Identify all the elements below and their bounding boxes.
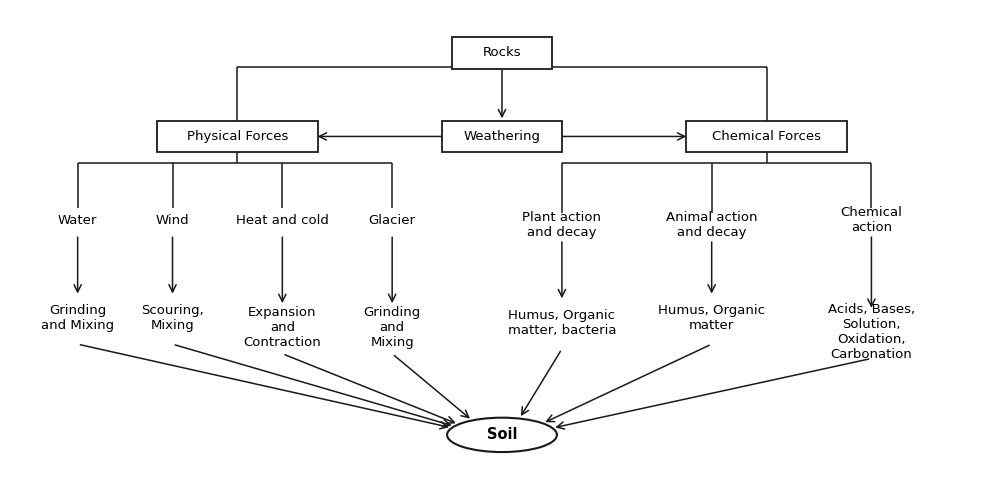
Text: Humus, Organic
matter, bacteria: Humus, Organic matter, bacteria [508, 309, 616, 337]
Text: Glacier: Glacier [368, 213, 415, 227]
Ellipse shape [446, 418, 557, 452]
Text: Soil: Soil [486, 427, 517, 442]
Text: Wind: Wind [155, 213, 190, 227]
Text: Rocks: Rocks [482, 46, 521, 59]
Text: Water: Water [58, 213, 97, 227]
FancyBboxPatch shape [156, 121, 318, 152]
FancyBboxPatch shape [451, 37, 552, 69]
Text: Scouring,
Mixing: Scouring, Mixing [141, 304, 204, 332]
FancyBboxPatch shape [685, 121, 847, 152]
Text: Grinding
and
Mixing: Grinding and Mixing [363, 306, 420, 349]
Text: Heat and cold: Heat and cold [236, 213, 328, 227]
Text: Animal action
and decay: Animal action and decay [665, 211, 756, 239]
Text: Humus, Organic
matter: Humus, Organic matter [658, 304, 764, 332]
FancyBboxPatch shape [441, 121, 562, 152]
Text: Physical Forces: Physical Forces [187, 130, 288, 143]
Text: Chemical Forces: Chemical Forces [711, 130, 820, 143]
Text: Plant action
and decay: Plant action and decay [522, 211, 601, 239]
Text: Weathering: Weathering [463, 130, 540, 143]
Text: Chemical
action: Chemical action [840, 206, 902, 234]
Text: Expansion
and
Contraction: Expansion and Contraction [243, 306, 321, 349]
Text: Grinding
and Mixing: Grinding and Mixing [41, 304, 114, 332]
Text: Acids, Bases,
Solution,
Oxidation,
Carbonation: Acids, Bases, Solution, Oxidation, Carbo… [827, 303, 914, 361]
